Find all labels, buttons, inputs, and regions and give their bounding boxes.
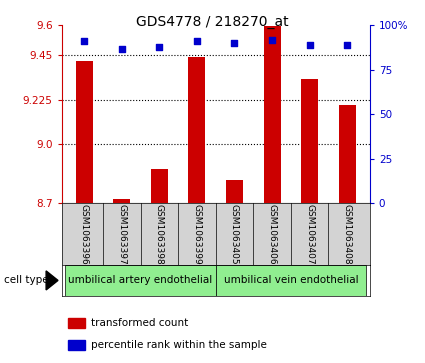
Text: umbilical vein endothelial: umbilical vein endothelial (224, 276, 358, 285)
Bar (65, 265, 215, 296)
Point (306, 42, 313, 48)
Bar (68, 340, 85, 350)
Point (193, 38, 200, 44)
Text: transformed count: transformed count (91, 318, 188, 328)
Bar (188, 57, 205, 203)
Bar (264, 26, 280, 203)
Text: GDS4778 / 218270_at: GDS4778 / 218270_at (136, 15, 289, 29)
Text: GSM1063396: GSM1063396 (79, 204, 89, 265)
Text: GSM1063398: GSM1063398 (155, 204, 164, 265)
Point (118, 46, 125, 52)
Bar (76, 61, 93, 203)
Point (156, 44, 163, 50)
Bar (226, 180, 243, 203)
Point (344, 42, 351, 48)
Bar (68, 318, 85, 328)
Text: GSM1063405: GSM1063405 (230, 204, 239, 265)
Point (231, 40, 238, 46)
Text: GSM1063406: GSM1063406 (268, 204, 277, 265)
Point (81, 38, 88, 44)
Text: GSM1063399: GSM1063399 (193, 204, 201, 265)
Text: cell type: cell type (4, 276, 49, 285)
Bar (151, 169, 168, 203)
Text: GSM1063408: GSM1063408 (343, 204, 352, 265)
Polygon shape (46, 271, 58, 290)
Text: GSM1063397: GSM1063397 (117, 204, 126, 265)
Text: GSM1063407: GSM1063407 (305, 204, 314, 265)
Bar (215, 265, 366, 296)
Bar (339, 105, 356, 203)
Bar (301, 79, 318, 203)
Text: percentile rank within the sample: percentile rank within the sample (91, 340, 267, 350)
Bar (113, 199, 130, 203)
Text: umbilical artery endothelial: umbilical artery endothelial (68, 276, 212, 285)
Point (269, 37, 275, 42)
